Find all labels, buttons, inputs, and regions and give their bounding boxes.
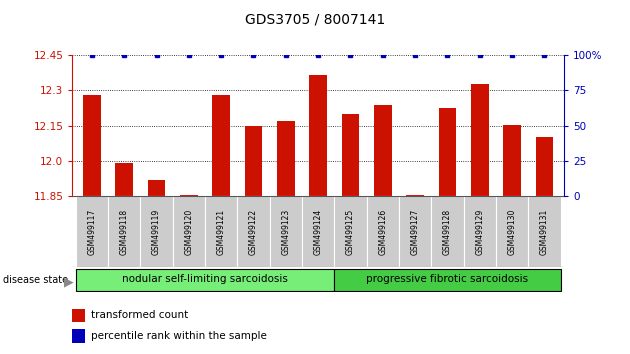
Bar xyxy=(335,268,561,291)
Bar xyxy=(529,196,561,267)
Bar xyxy=(83,95,101,196)
Text: GDS3705 / 8007141: GDS3705 / 8007141 xyxy=(245,12,385,27)
Bar xyxy=(503,125,521,196)
Text: GSM499125: GSM499125 xyxy=(346,209,355,255)
Text: GSM499124: GSM499124 xyxy=(314,209,323,255)
Text: ▶: ▶ xyxy=(64,275,74,288)
Bar xyxy=(302,196,335,267)
Text: GSM499130: GSM499130 xyxy=(508,209,517,255)
Text: GSM499131: GSM499131 xyxy=(540,209,549,255)
Bar xyxy=(399,196,432,267)
Bar xyxy=(76,268,335,291)
Bar xyxy=(212,95,230,196)
Bar xyxy=(173,196,205,267)
Bar xyxy=(270,196,302,267)
Bar xyxy=(244,126,262,196)
Text: percentile rank within the sample: percentile rank within the sample xyxy=(91,331,267,341)
Text: transformed count: transformed count xyxy=(91,310,188,320)
Bar xyxy=(205,196,238,267)
Text: GSM499119: GSM499119 xyxy=(152,209,161,255)
Bar xyxy=(367,196,399,267)
Text: GSM499117: GSM499117 xyxy=(88,209,96,255)
Bar xyxy=(147,180,166,196)
Text: GSM499126: GSM499126 xyxy=(378,209,387,255)
Bar xyxy=(72,309,85,322)
Bar xyxy=(238,196,270,267)
Text: GSM499128: GSM499128 xyxy=(443,209,452,255)
Bar xyxy=(180,195,198,196)
Text: GSM499122: GSM499122 xyxy=(249,209,258,255)
Bar xyxy=(76,196,108,267)
Text: GSM499118: GSM499118 xyxy=(120,209,129,255)
Text: GSM499127: GSM499127 xyxy=(411,209,420,255)
Text: disease state: disease state xyxy=(3,275,68,285)
Text: GSM499129: GSM499129 xyxy=(475,209,484,255)
Bar xyxy=(432,196,464,267)
Text: nodular self-limiting sarcoidosis: nodular self-limiting sarcoidosis xyxy=(122,274,288,284)
Text: progressive fibrotic sarcoidosis: progressive fibrotic sarcoidosis xyxy=(367,274,529,284)
Bar xyxy=(341,114,359,196)
Bar xyxy=(72,329,85,343)
Bar xyxy=(108,196,140,267)
Bar xyxy=(335,196,367,267)
Bar xyxy=(471,84,489,196)
Text: GSM499123: GSM499123 xyxy=(282,209,290,255)
Bar xyxy=(140,196,173,267)
Text: GSM499121: GSM499121 xyxy=(217,209,226,255)
Bar xyxy=(406,195,424,196)
Bar xyxy=(438,108,456,196)
Bar xyxy=(277,121,295,196)
Bar xyxy=(536,137,553,196)
Bar xyxy=(496,196,529,267)
Bar xyxy=(309,75,327,196)
Bar xyxy=(115,164,133,196)
Bar xyxy=(464,196,496,267)
Bar xyxy=(374,105,392,196)
Text: GSM499120: GSM499120 xyxy=(185,209,193,255)
